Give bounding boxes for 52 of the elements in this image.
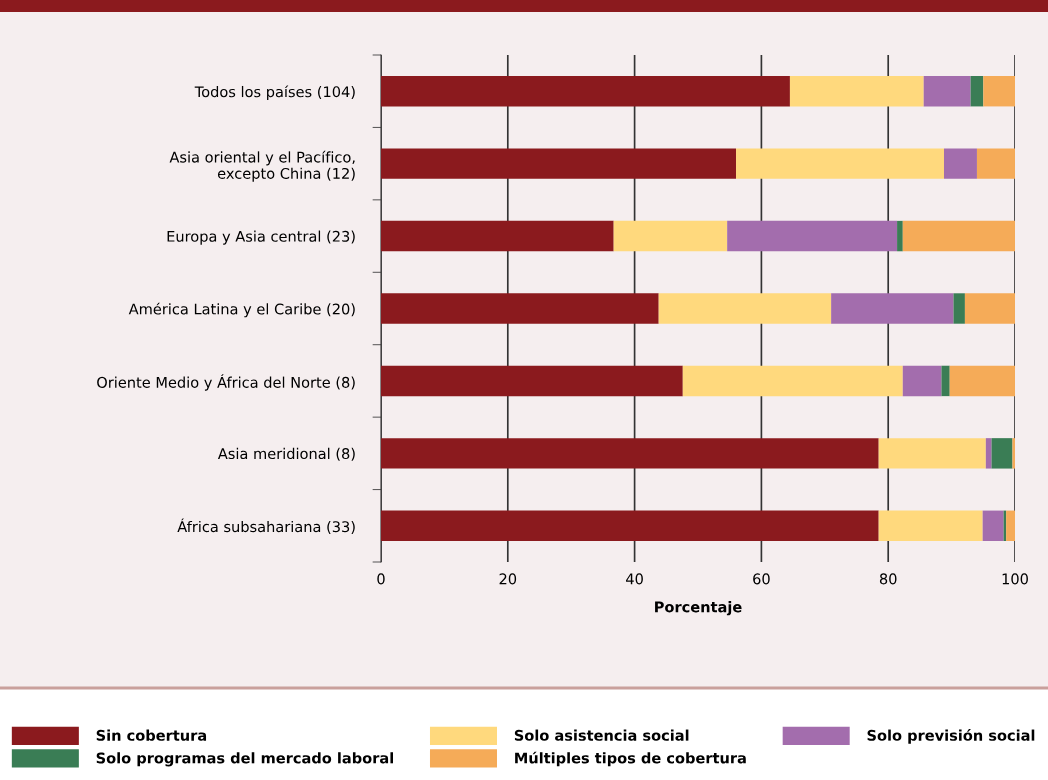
y-tick-label: Todos los países (104) [194,85,355,101]
y-tick-label: Europa y Asia central (23) [167,230,355,245]
bar [949,365,1015,397]
bar [789,76,924,107]
bar [923,76,971,107]
x-tick-label: 20 [499,573,517,585]
legend-label: Sin cobertura [96,729,207,741]
x-tick-label: 80 [879,573,897,585]
bar [902,220,1015,252]
legend-label: Múltiples tipos de cobertura [515,751,746,767]
bar [381,293,659,324]
bar [682,365,903,397]
bar [943,148,977,179]
x-tick-label: 0 [377,573,385,585]
bar [941,365,950,397]
y-tick-label: Asia meridional (8) [217,447,355,461]
bar [658,293,832,324]
y-tick-label: África subsahariana (33) [177,518,355,534]
y-tick-label: Asia oriental y el Pacífico, excepto China (12) [169,150,355,182]
bar [878,510,983,541]
bar [902,365,942,397]
bar [964,293,1015,324]
x-tick-label: 60 [753,573,770,585]
bar [897,220,903,252]
x-tick-label: 40 [626,573,643,585]
bar [381,365,683,397]
bar [736,148,944,179]
bar [381,148,737,179]
bar [985,438,992,469]
legend-label: Solo programas del mercado laboral [96,752,393,767]
bar [976,148,1015,179]
legend-label: Solo previsión social [867,728,1035,744]
y-tick-label: América Latina y el Caribe (20) [128,302,355,318]
bar [381,438,879,469]
bar [381,510,879,541]
bar [1006,510,1015,541]
bar [982,510,1004,541]
bar [613,220,728,252]
bar [831,293,954,324]
bar [983,76,1015,107]
bar [991,438,1013,469]
bar [878,438,986,469]
bar [381,76,790,107]
y-tick-label: Oriente Medio y África del Norte (8) [97,374,355,391]
x-axis-title: Porcentaje [655,601,742,616]
bar [727,220,898,252]
bar [970,76,984,107]
x-tick-label: 100 [1002,573,1028,585]
bar [953,293,965,324]
bar [381,220,614,252]
bar [1012,438,1015,469]
legend-label: Solo asistencia social [514,729,689,741]
